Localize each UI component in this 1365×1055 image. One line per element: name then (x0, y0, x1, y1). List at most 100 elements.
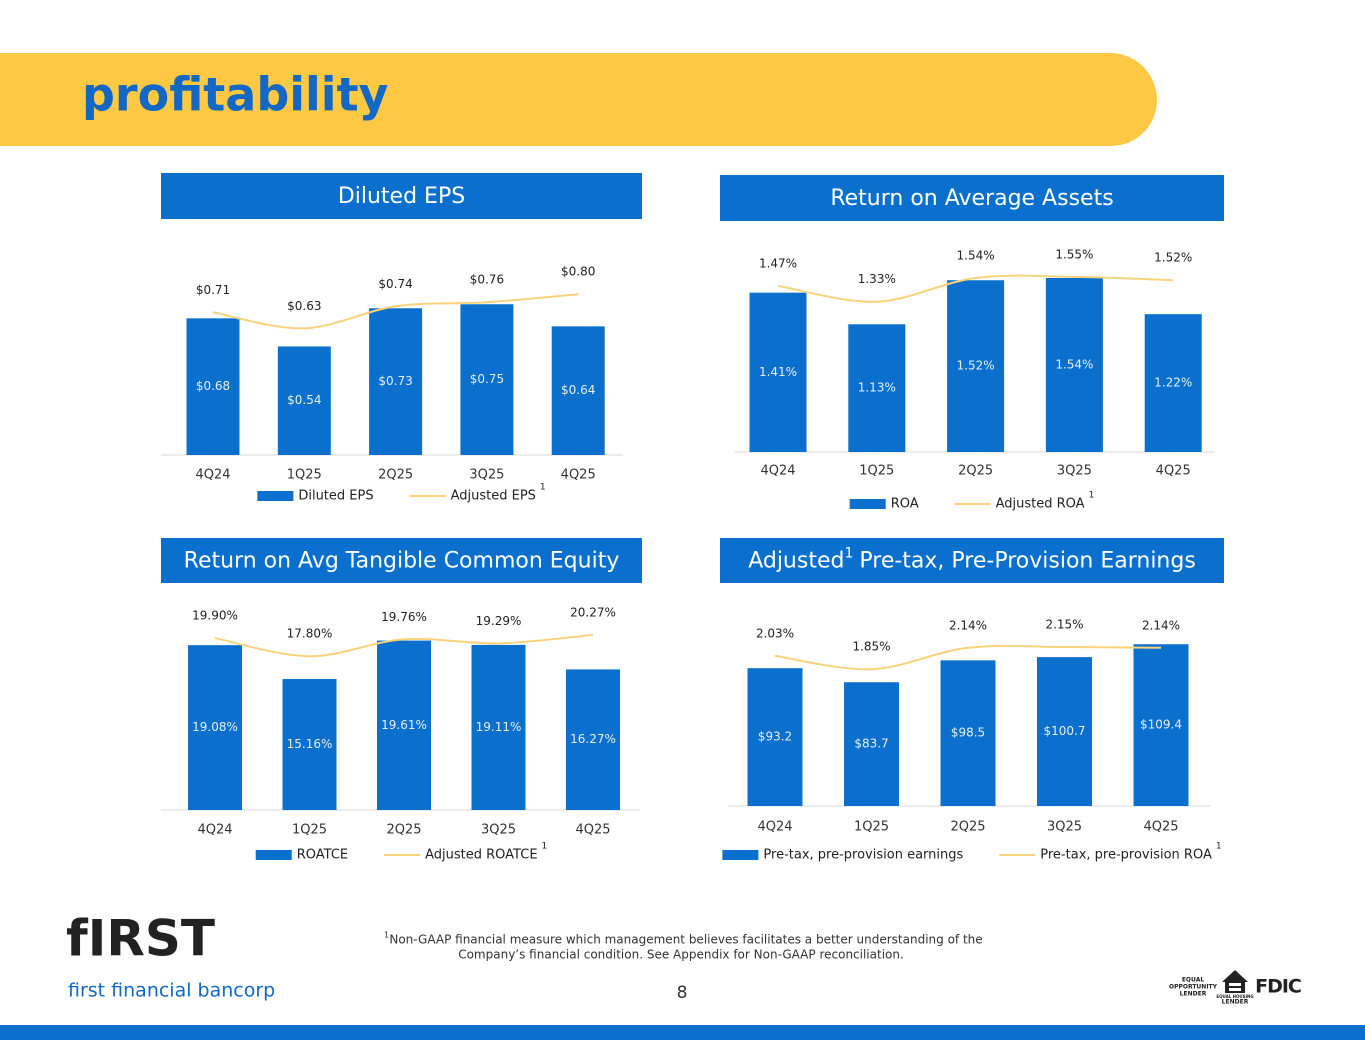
line-label: 1.47% (759, 256, 797, 270)
line-label: $0.63 (287, 299, 321, 313)
panel-header (161, 173, 642, 219)
x-tick-label: 4Q24 (757, 820, 792, 835)
legend-swatch (849, 499, 886, 509)
bar (844, 682, 899, 806)
legend-label: Adjusted EPS (451, 489, 536, 504)
x-tick-label: 4Q24 (197, 823, 232, 838)
x-tick-label: 3Q25 (469, 468, 504, 483)
bar-label: $0.75 (470, 372, 504, 386)
bar (471, 644, 526, 810)
bar-label: 1.52% (957, 359, 995, 373)
x-tick-label: 4Q25 (561, 468, 596, 483)
bar (1037, 657, 1092, 806)
line-label: 19.76% (381, 610, 427, 624)
bar (282, 679, 337, 810)
bar (1144, 314, 1202, 452)
x-tick-label: 1Q25 (287, 468, 322, 483)
x-tick-label: 3Q25 (481, 823, 516, 838)
legend: Diluted EPS Adjusted EPS 1 (257, 483, 546, 504)
bar-label: 1.13% (858, 381, 896, 395)
legend-note: 1 (1216, 842, 1222, 852)
bar (188, 645, 242, 810)
panel-header (720, 538, 1224, 583)
legend: ROA Adjusted ROA 1 (849, 491, 1095, 512)
line-label: 20.27% (570, 605, 616, 619)
bar (377, 640, 431, 810)
bar (460, 304, 514, 455)
legend-label: ROATCE (297, 848, 348, 863)
x-tick-label: 1Q25 (292, 823, 327, 838)
x-tick-label: 1Q25 (859, 464, 894, 479)
bar (848, 324, 906, 452)
panel-title-text: Return on Average Assets (830, 186, 1113, 211)
x-tick-label: 4Q25 (1156, 464, 1191, 479)
legend-label: ROA (891, 497, 919, 512)
line-label: 2.15% (1045, 618, 1083, 632)
bar-label: $0.64 (561, 383, 595, 397)
x-tick-label: 4Q24 (195, 468, 230, 483)
line (214, 633, 594, 658)
bar (749, 292, 807, 452)
line (777, 274, 1174, 303)
line-label: 19.90% (192, 609, 238, 623)
brand: first financial bancorp (68, 980, 275, 1002)
x-tick-label: 1Q25 (854, 820, 889, 835)
line (774, 644, 1162, 671)
panel-title-text: Adjusted (748, 549, 844, 574)
bar (566, 669, 620, 810)
bar-label: 19.61% (381, 718, 427, 732)
line-label: 17.80% (287, 627, 333, 641)
footnote: Company’s financial condition. See Appen… (458, 948, 904, 962)
x-tick-label: 2Q25 (386, 823, 421, 838)
bar (369, 308, 423, 455)
bar (1045, 277, 1103, 452)
legend-note: 1 (540, 483, 546, 493)
badge-text: EQUAL HOUSING (1216, 994, 1253, 999)
bar-label: $0.73 (378, 374, 412, 388)
bar-label: $98.5 (951, 726, 985, 740)
lender-badges: EQUAL OPPORTUNITY LENDER EQUAL HOUSING L… (1169, 970, 1302, 1006)
x-tick-label: 2Q25 (950, 820, 985, 835)
bar (940, 660, 996, 806)
panel-title-text: Return on Avg Tangible Common Equity (184, 549, 620, 574)
panel-title-text: Pre-tax, Pre-Provision Earnings (859, 549, 1195, 574)
bar-label: 1.41% (759, 365, 797, 379)
legend-label: Diluted EPS (298, 489, 373, 504)
panel-title-note: 1 (844, 546, 853, 562)
badge-text: LENDER (1222, 999, 1249, 1006)
bar-label: 16.27% (570, 732, 616, 746)
x-tick-label: 4Q25 (575, 823, 610, 838)
legend: Pre-tax, pre-provision earnings Pre-tax, … (722, 842, 1222, 863)
bar-label: 19.08% (192, 720, 238, 734)
bar-label: $83.7 (854, 737, 888, 751)
bar (551, 326, 605, 455)
bar-label: 19.11% (476, 720, 522, 734)
legend-note: 1 (542, 842, 548, 852)
bar-label: 15.16% (287, 737, 333, 751)
badge-text: EQUAL (1182, 977, 1205, 984)
legend-swatch (257, 491, 294, 501)
line-label: 2.14% (949, 618, 987, 632)
panel-header (720, 175, 1224, 221)
legend-label: Pre-tax, pre-provision ROA (1040, 848, 1212, 863)
line-label: 1.52% (1154, 251, 1192, 265)
line (212, 293, 579, 330)
bar-label: $93.2 (758, 730, 792, 744)
footnote: Non-GAAP financial measure which managem… (389, 933, 982, 947)
panel-title-text: Diluted EPS (338, 184, 465, 209)
bottom-band (0, 1025, 1365, 1040)
page-number: 8 (677, 983, 688, 1003)
x-tick-label: 2Q25 (378, 468, 413, 483)
line-label: $0.80 (561, 265, 595, 279)
x-tick-label: 2Q25 (958, 464, 993, 479)
bar (1133, 644, 1189, 806)
bar-label: $109.4 (1140, 718, 1182, 732)
bar-label: 1.22% (1154, 376, 1192, 390)
slide-title: profitability (82, 68, 389, 122)
line-label: 2.14% (1142, 618, 1180, 632)
legend-note: 1 (1089, 491, 1095, 501)
footnote-mark: 1 (384, 931, 389, 940)
legend-swatch (722, 850, 759, 860)
bar-label: $100.7 (1044, 724, 1086, 738)
panel-title: Return on Avg Tangible Common Equity (184, 549, 620, 574)
